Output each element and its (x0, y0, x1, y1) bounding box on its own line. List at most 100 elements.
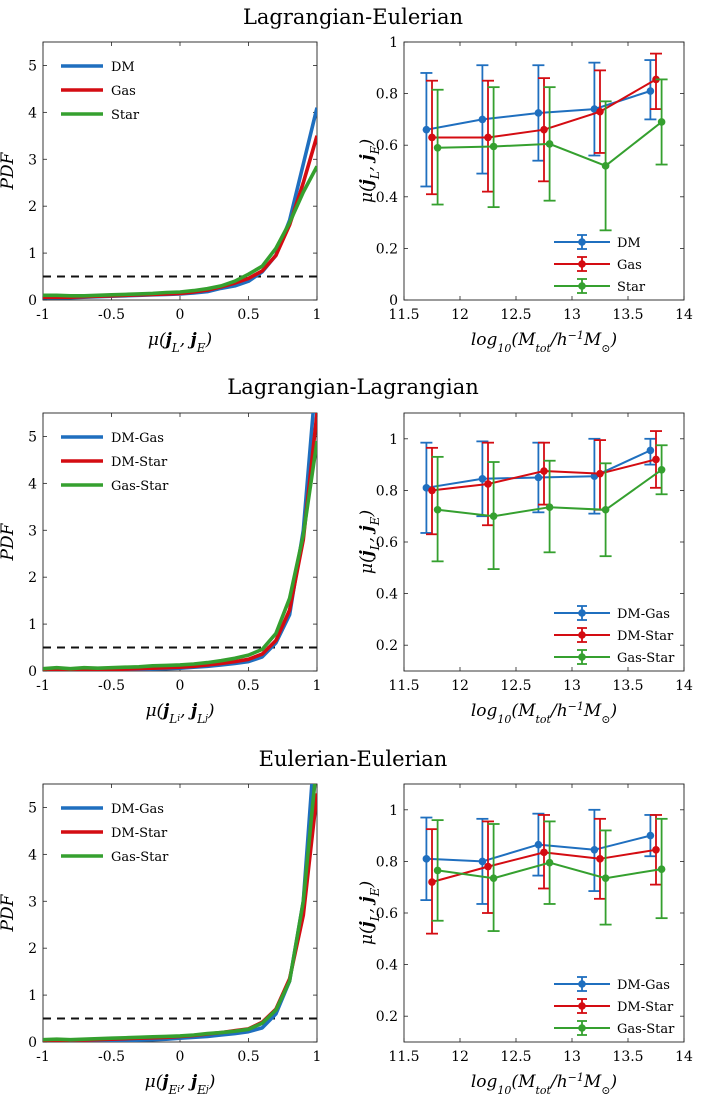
data-point (545, 140, 554, 148)
legend-label-dm: DM (617, 236, 641, 251)
data-point (652, 455, 660, 464)
data-point (534, 109, 543, 117)
y-tick-label: 5 (28, 800, 37, 816)
series-line-dm-star (43, 413, 317, 671)
x-tick-label: -0.5 (98, 678, 125, 694)
x-tick-label: 0.5 (237, 307, 259, 323)
x-tick-label: 13.5 (612, 678, 643, 694)
y-tick-label: 3 (28, 523, 37, 539)
y-tick-label: 0.6 (376, 535, 398, 551)
x-tick-label: 13 (563, 307, 581, 323)
legend-marker (578, 1024, 586, 1032)
data-point (596, 469, 604, 478)
x-tick-label: 0 (176, 678, 185, 694)
data-point (428, 486, 436, 495)
x-axis-label: μ(jLi, jLj) (145, 701, 214, 726)
x-tick-label: 0 (176, 1049, 185, 1065)
data-point (596, 107, 604, 116)
plot-frame (42, 41, 318, 301)
legend-label-dm-star: DM-Star (617, 629, 674, 644)
mu-chart-lagrangian-lagrangian: 11.5 12 12.5 13 13.5 14 0.2 0.4 0.6 0.8 1 μ(jL, jE)… (357, 412, 693, 726)
series-dm-gas (420, 808, 657, 905)
legend-marker (578, 631, 586, 639)
x-axis-label: μ(jEi, jEj) (145, 1072, 216, 1097)
y-tick-label: 1 (28, 988, 37, 1004)
y-tick-label: 1 (389, 35, 398, 51)
legend-marker (578, 282, 586, 290)
legend-label-dm: DM (111, 60, 135, 75)
mu-chart-eulerian-eulerian: 11.5 12 12.5 13 13.5 14 0.2 0.4 0.6 0.8 1 μ(jL, jE)… (357, 783, 693, 1097)
series-line-dm (43, 107, 317, 300)
data-point (596, 855, 604, 863)
x-tick-label: 14 (675, 678, 693, 694)
y-tick-label: 2 (28, 941, 37, 957)
data-point (489, 142, 498, 151)
y-tick-label: 5 (28, 429, 37, 445)
data-point (484, 862, 492, 871)
x-axis-label: log10(Mtot/h−1M⊙) (471, 329, 617, 355)
data-point (484, 480, 492, 488)
x-tick-label: 12.5 (500, 307, 531, 323)
x-tick-label: 12 (451, 678, 469, 694)
y-tick-label: 3 (28, 894, 37, 910)
x-axis-label: μ(jL, jE) (148, 330, 212, 355)
y-tick-label: 0.2 (376, 638, 398, 654)
y-tick-label: 3 (28, 152, 37, 168)
data-point (652, 845, 660, 854)
y-tick-label: 5 (28, 58, 37, 74)
y-tick-label: 0 (28, 664, 37, 680)
legend-label-star: Star (617, 280, 646, 295)
legend-label-dm-gas: DM-Gas (617, 607, 670, 622)
y-tick-label: 0 (28, 293, 37, 309)
x-tick-label: -1 (36, 1049, 50, 1065)
x-tick-label: -0.5 (98, 1049, 125, 1065)
y-tick-label: 1 (28, 246, 37, 262)
series-gas-star (431, 444, 668, 570)
data-point (601, 505, 610, 514)
series-line-gas-star (43, 440, 317, 671)
y-tick-label: 0 (389, 293, 398, 309)
legend-marker (578, 980, 586, 988)
pdf-chart-eulerian-eulerian: -1 -0.5 0 0.5 1 0 1 2 3 4 5 PDF μ(jEi, jEj) DM-Gas DM-… (0, 783, 321, 1097)
x-tick-label: 12.5 (500, 1049, 531, 1065)
data-point (489, 512, 498, 520)
data-point (646, 446, 655, 455)
legend-label-gas-star: Gas-Star (111, 850, 169, 865)
data-point (433, 866, 442, 875)
data-point (545, 503, 554, 511)
x-tick-label: 13.5 (612, 307, 643, 323)
data-point (601, 162, 610, 170)
legend-label-gas: Gas (617, 258, 642, 273)
legend-label-dm-gas: DM-Gas (111, 431, 164, 446)
data-point (428, 133, 436, 142)
legend-label-dm-gas: DM-Gas (617, 978, 670, 993)
data-point (657, 118, 666, 126)
series-gas-star (431, 817, 668, 932)
y-tick-label: 0.2 (376, 1009, 398, 1025)
y-axis-label: PDF (0, 893, 18, 932)
legend-label-gas-star: Gas-Star (111, 479, 169, 494)
y-axis-label: μ(jL, jE) (357, 139, 382, 203)
data-point (478, 857, 487, 866)
data-point (534, 473, 543, 482)
section-title-lagrangian-lagrangian: Lagrangian-Lagrangian (227, 375, 479, 399)
y-tick-label: 1 (28, 617, 37, 633)
x-axis-label: log10(Mtot/h−1M⊙) (471, 700, 617, 726)
series-dm-star (426, 430, 662, 536)
y-tick-label: 2 (28, 199, 37, 215)
legend-label-dm-star: DM-Star (111, 455, 168, 470)
data-point (590, 845, 599, 854)
data-point (657, 465, 666, 474)
x-tick-label: 14 (675, 307, 693, 323)
y-tick-label: 4 (28, 105, 37, 121)
series-line-gas (43, 135, 317, 300)
series-dm (420, 59, 657, 188)
x-tick-label: -1 (36, 678, 50, 694)
x-tick-label: 11.5 (388, 307, 419, 323)
data-point (540, 848, 548, 857)
legend-marker (578, 653, 586, 661)
x-axis-label: log10(Mtot/h−1M⊙) (471, 1071, 617, 1097)
legend-marker (578, 260, 586, 268)
x-tick-label: 12.5 (500, 678, 531, 694)
x-tick-label: 13 (563, 1049, 581, 1065)
